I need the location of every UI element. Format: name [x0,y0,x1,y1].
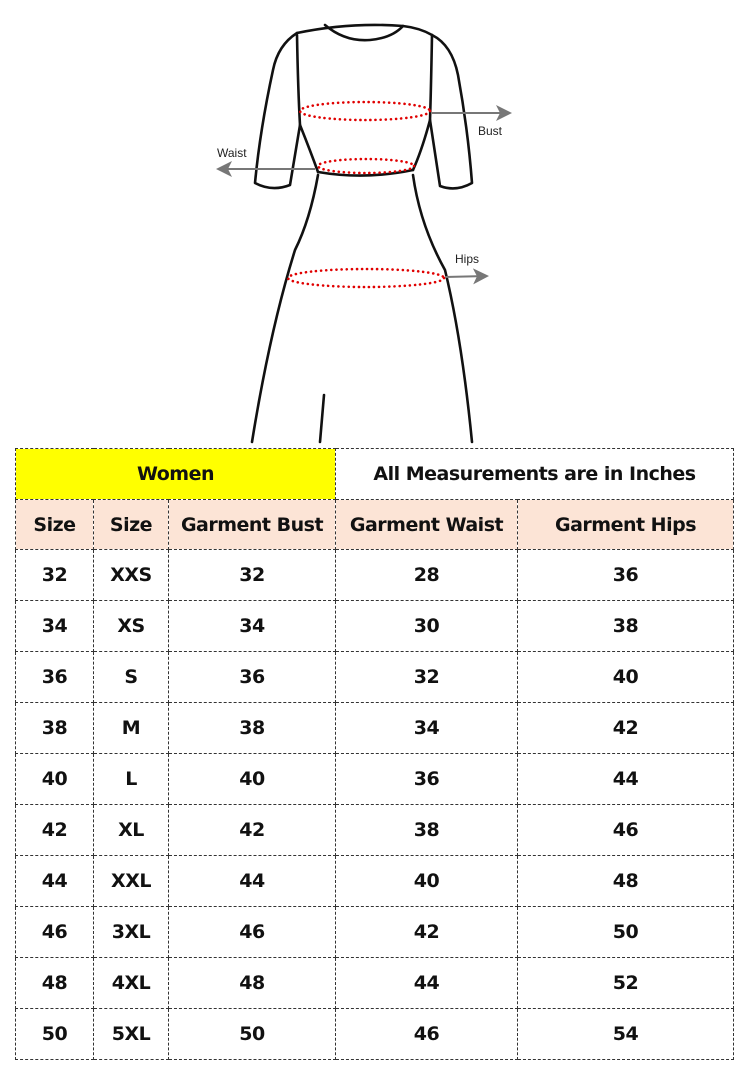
column-header: Garment Bust [168,499,336,550]
table-cell: 5XL [93,1008,169,1060]
table-cell: 30 [335,600,518,652]
table-cell: 44 [168,855,336,907]
table-cell: 46 [335,1008,518,1060]
table-row: 32 XXS 32 28 36 [15,549,735,601]
table-cell: S [93,651,169,703]
column-header: Size [93,499,169,550]
table-cell: 36 [15,651,94,703]
table-cell: 38 [335,804,518,856]
table-cell: 40 [168,753,336,805]
table-cell: 48 [168,957,336,1009]
table-cell: 52 [516,957,735,1009]
hips-measure-line [286,267,446,289]
table-cell: 42 [335,906,518,958]
table-cell: 44 [516,753,735,805]
table-cell: 32 [335,651,518,703]
dress-outline [250,23,474,444]
table-cell: 32 [15,549,94,601]
table-cell: 3XL [93,906,169,958]
table-row: 44 XXL 44 40 48 [15,855,735,907]
table-cell: 42 [15,804,94,856]
table-cell: 34 [335,702,518,754]
table-row: 40 L 40 36 44 [15,753,735,805]
column-header: Size [15,499,94,550]
table-cell: XXS [93,549,169,601]
table-cell: 48 [516,855,735,907]
table-cell: 32 [168,549,336,601]
table-cell: 4XL [93,957,169,1009]
waist-label: Waist [217,146,247,160]
table-cell: M [93,702,169,754]
table-cell: 38 [168,702,336,754]
table-cell: 34 [168,600,336,652]
table-cell: 36 [516,549,735,601]
hips-label: Hips [455,252,479,266]
table-row: 48 4XL 48 44 52 [15,957,735,1009]
table-cell: 34 [15,600,94,652]
table-cell: 44 [335,957,518,1009]
table-row: 36 S 36 32 40 [15,651,735,703]
hips-arrow-icon [444,268,489,285]
table-row: 50 5XL 50 46 54 [15,1008,735,1060]
table-row: 38 M 38 34 42 [15,702,735,754]
table-cell: 46 [516,804,735,856]
unit-note: All Measurements are in Inches [334,448,735,500]
table-cell: 54 [516,1008,735,1060]
table-cell: XL [93,804,169,856]
group-label: Women [15,448,336,500]
bust-measure-line [298,100,432,122]
table-cell: 40 [516,651,735,703]
table-cell: 38 [516,600,735,652]
table-cell: 28 [335,549,518,601]
table-cell: 38 [15,702,94,754]
table-cell: XS [93,600,169,652]
table-cell: 50 [516,906,735,958]
table-row: 42 XL 42 38 46 [15,804,735,856]
table-cell: XXL [93,855,169,907]
column-header: Garment Waist [335,499,518,550]
column-header: Garment Hips [516,499,735,550]
table-cell: L [93,753,169,805]
table-row: 46 3XL 46 42 50 [15,906,735,958]
table-cell: 42 [516,702,735,754]
table-cell: 46 [15,906,94,958]
size-chart-table: Women All Measurements are in Inches Siz… [15,448,735,1060]
bust-label: Bust [478,124,503,138]
table-cell: 40 [335,855,518,907]
table-cell: 46 [168,906,336,958]
table-cell: 36 [168,651,336,703]
table-cell: 40 [15,753,94,805]
table-row: 34 XS 34 30 38 [15,600,735,652]
table-cell: 50 [15,1008,94,1060]
table-cell: 48 [15,957,94,1009]
table-cell: 36 [335,753,518,805]
dress-measurement-diagram: Bust Waist Hips [216,23,512,444]
table-cell: 42 [168,804,336,856]
table-cell: 50 [168,1008,336,1060]
waist-measure-line [316,157,416,175]
table-cell: 44 [15,855,94,907]
